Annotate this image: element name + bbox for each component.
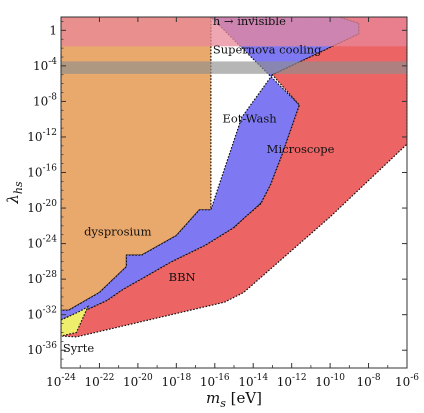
label-bbn: BBN: [169, 270, 196, 284]
x-axis-title: ms [eV]: [206, 389, 262, 410]
y-tick-label: 1: [49, 23, 57, 37]
x-tick-label: 10-8: [357, 373, 381, 389]
band-supernova-cooling: [61, 61, 407, 74]
x-tick-label: 10-20: [123, 373, 153, 389]
band-h-invisible: [61, 17, 407, 47]
label-eot-wash: Eot-Wash: [222, 112, 277, 126]
label-microscope: Microscope: [267, 142, 335, 156]
y-tick-label: 10-20: [27, 199, 57, 215]
x-tick-label: 10-16: [200, 373, 230, 389]
region-labels: dysprosium Eot-Wash Microscope BBN Syrte h → …: [63, 14, 335, 355]
label-supernova-cooling: Supernova cooling: [213, 42, 322, 56]
x-tick-label: 10-14: [238, 373, 268, 389]
x-tick-label: 10-12: [277, 373, 307, 389]
y-tick-label: 10-28: [27, 270, 57, 286]
y-tick-label: 10-8: [33, 92, 57, 108]
x-tick-label: 10-22: [85, 373, 115, 389]
label-dysprosium: dysprosium: [84, 225, 152, 239]
x-tick-label: 10-24: [46, 373, 76, 389]
y-tick-label: 10-4: [33, 57, 57, 73]
y-tick-label: 10-12: [27, 128, 57, 144]
x-tick-label: 10-18: [161, 373, 191, 389]
x-tick-label: 10-6: [395, 373, 419, 389]
y-axis-title-text: λhs: [4, 181, 25, 205]
y-tick-label: 10-24: [27, 235, 57, 251]
y-axis-title: λhs: [4, 181, 25, 205]
label-syrte: Syrte: [63, 341, 94, 355]
horizontal-bands: [61, 17, 407, 74]
region-eot-wash: [61, 17, 360, 321]
exclusion-regions: [61, 17, 407, 338]
region-syrte: [61, 305, 90, 337]
x-tick-label: 10-10: [315, 373, 345, 389]
y-tick-label: 10-16: [27, 164, 57, 180]
x-axis-title-text: ms [eV]: [206, 389, 262, 410]
region-bbn: [61, 17, 407, 338]
y-tick-label: 10-36: [27, 341, 57, 357]
y-tick-label: 10-32: [27, 306, 57, 322]
label-h-invisible: h → invisible: [213, 14, 286, 28]
